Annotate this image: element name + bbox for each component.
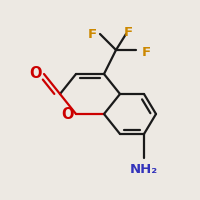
Text: O: O [30,66,42,82]
Text: O: O [62,107,74,122]
Text: F: F [123,25,133,38]
Text: F: F [87,27,97,40]
Text: F: F [141,46,151,58]
Text: NH₂: NH₂ [130,163,158,176]
